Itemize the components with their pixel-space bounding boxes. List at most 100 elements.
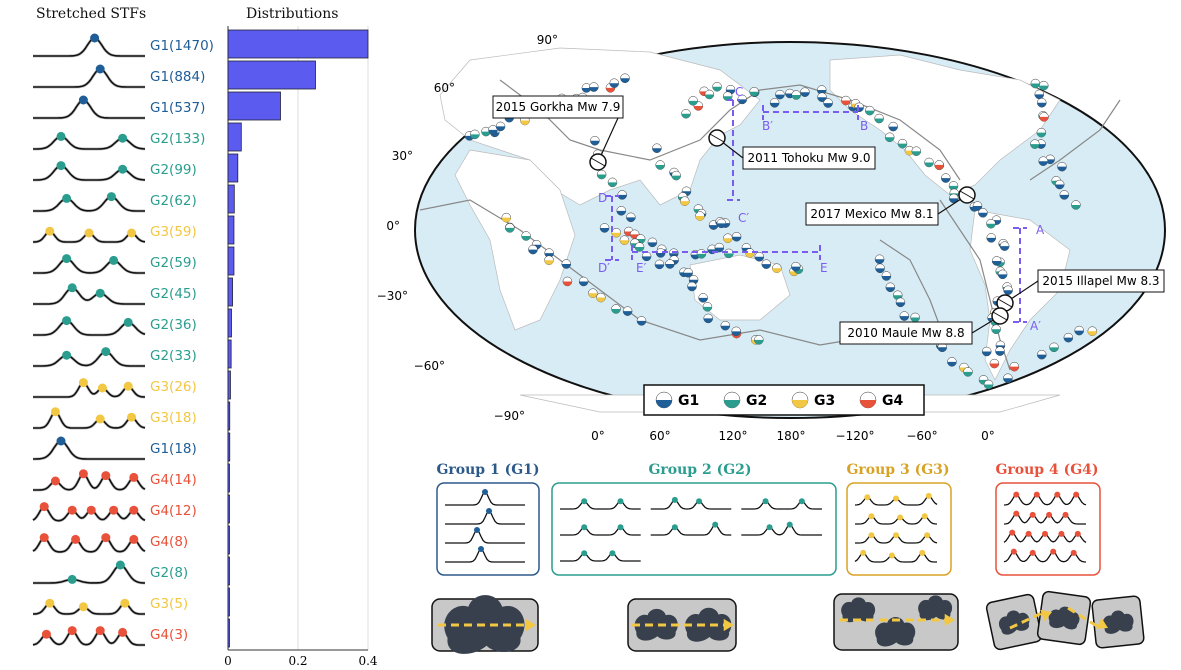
event-nodal-line <box>709 133 725 143</box>
beachball <box>679 196 690 206</box>
stf-peak-marker <box>97 383 107 393</box>
beachball <box>671 170 681 181</box>
lat-label: 90° <box>537 33 558 47</box>
dist-bar <box>227 122 242 152</box>
dist-bar <box>227 60 316 90</box>
stf-peak-marker <box>101 533 111 543</box>
annotation-box <box>805 202 939 226</box>
beachball <box>854 102 864 113</box>
dist-bar <box>227 277 233 307</box>
beachball <box>617 190 627 200</box>
stf-peak-marker <box>45 226 55 236</box>
stf-peak-marker <box>109 505 119 515</box>
stf-peak-marker <box>129 534 139 544</box>
group-peak-marker <box>486 508 492 514</box>
beachball <box>704 89 715 100</box>
group-peak-marker <box>1009 529 1016 536</box>
beachball <box>501 212 512 223</box>
group-peak-marker <box>762 498 769 505</box>
legend-label: G3 <box>814 393 835 409</box>
group-peak-marker <box>925 492 932 499</box>
beachball <box>634 242 645 252</box>
lon-label: 0° <box>591 429 605 443</box>
beachball <box>1054 179 1065 190</box>
stf-row-label: G4(3) <box>150 627 188 643</box>
group-stf-trace <box>445 510 525 525</box>
beachball <box>986 233 997 243</box>
beachball <box>991 256 1002 266</box>
beachball <box>636 316 647 326</box>
beachball <box>702 302 713 312</box>
stf-trace <box>33 440 145 460</box>
beachball <box>654 259 665 270</box>
group-peak-marker <box>581 550 588 557</box>
event-nodal-line <box>997 298 1013 308</box>
beachball <box>609 78 620 88</box>
dist-bar <box>227 556 230 586</box>
stf-trace <box>33 350 145 367</box>
beachball <box>578 276 589 287</box>
beachball <box>991 324 1001 335</box>
group-peak-marker <box>893 532 899 539</box>
stf-trace <box>33 195 145 212</box>
beachball <box>731 231 742 242</box>
section-label: B <box>860 119 868 133</box>
beachball <box>605 83 616 93</box>
beachball <box>698 293 708 303</box>
rupture-asperity <box>999 610 1030 635</box>
distributions-title: Distributions <box>246 6 339 22</box>
group-peak-marker <box>766 524 773 531</box>
dist-bar <box>227 246 235 276</box>
beachball <box>687 281 697 292</box>
group-peak-marker <box>1010 548 1017 555</box>
event-nodal-line <box>959 190 975 200</box>
stf-row-label: G2(8) <box>150 565 188 581</box>
beachball <box>791 261 801 272</box>
group-peak-marker <box>1062 511 1069 518</box>
stf-peak-marker <box>78 95 88 105</box>
group-box <box>995 482 1101 576</box>
stf-peak-marker <box>67 626 77 636</box>
dist-bar <box>227 339 232 369</box>
beachball <box>1037 97 1047 108</box>
section-label: E′ <box>636 261 647 275</box>
beachball <box>712 82 722 92</box>
stf-peak-marker <box>127 412 137 422</box>
dist-bar <box>227 308 232 338</box>
stf-peak-marker <box>50 407 60 417</box>
stf-peak-marker <box>62 316 72 326</box>
beachball <box>716 218 727 229</box>
stf-peak-marker <box>118 133 128 143</box>
stf-row-label: G1(18) <box>150 441 197 457</box>
beachball <box>775 89 785 100</box>
stf-trace <box>33 37 145 57</box>
legend-beachball <box>859 391 877 409</box>
beachball <box>981 346 992 357</box>
group-peak-marker <box>921 513 928 520</box>
beachball <box>841 95 851 106</box>
beachball <box>1087 326 1098 336</box>
beachball <box>983 379 994 390</box>
beachball <box>607 177 618 188</box>
rupture-arrowhead <box>944 613 955 627</box>
stf-trace <box>32 536 146 553</box>
group-peak-marker <box>1073 491 1080 498</box>
stf-peak-marker <box>101 471 111 481</box>
rupture-arrowhead <box>525 618 536 632</box>
beachball <box>561 259 572 269</box>
beachball <box>997 269 1008 280</box>
group-title: Group 2 (G2) <box>648 462 751 478</box>
g2-rupture-cartoon <box>627 598 737 652</box>
beachball <box>626 212 636 223</box>
stf-peak-marker <box>56 131 66 141</box>
beachball <box>647 237 658 248</box>
stf-row-label: G2(59) <box>150 255 197 271</box>
stf-row-label: G3(26) <box>150 379 197 395</box>
group-box <box>846 482 952 576</box>
dist-bar <box>227 91 281 121</box>
map-legend <box>643 384 925 416</box>
group-peak-marker <box>609 550 616 557</box>
lat-label: −60° <box>414 359 445 373</box>
stf-peak-marker <box>109 255 119 265</box>
stf-peak-marker <box>123 317 133 327</box>
